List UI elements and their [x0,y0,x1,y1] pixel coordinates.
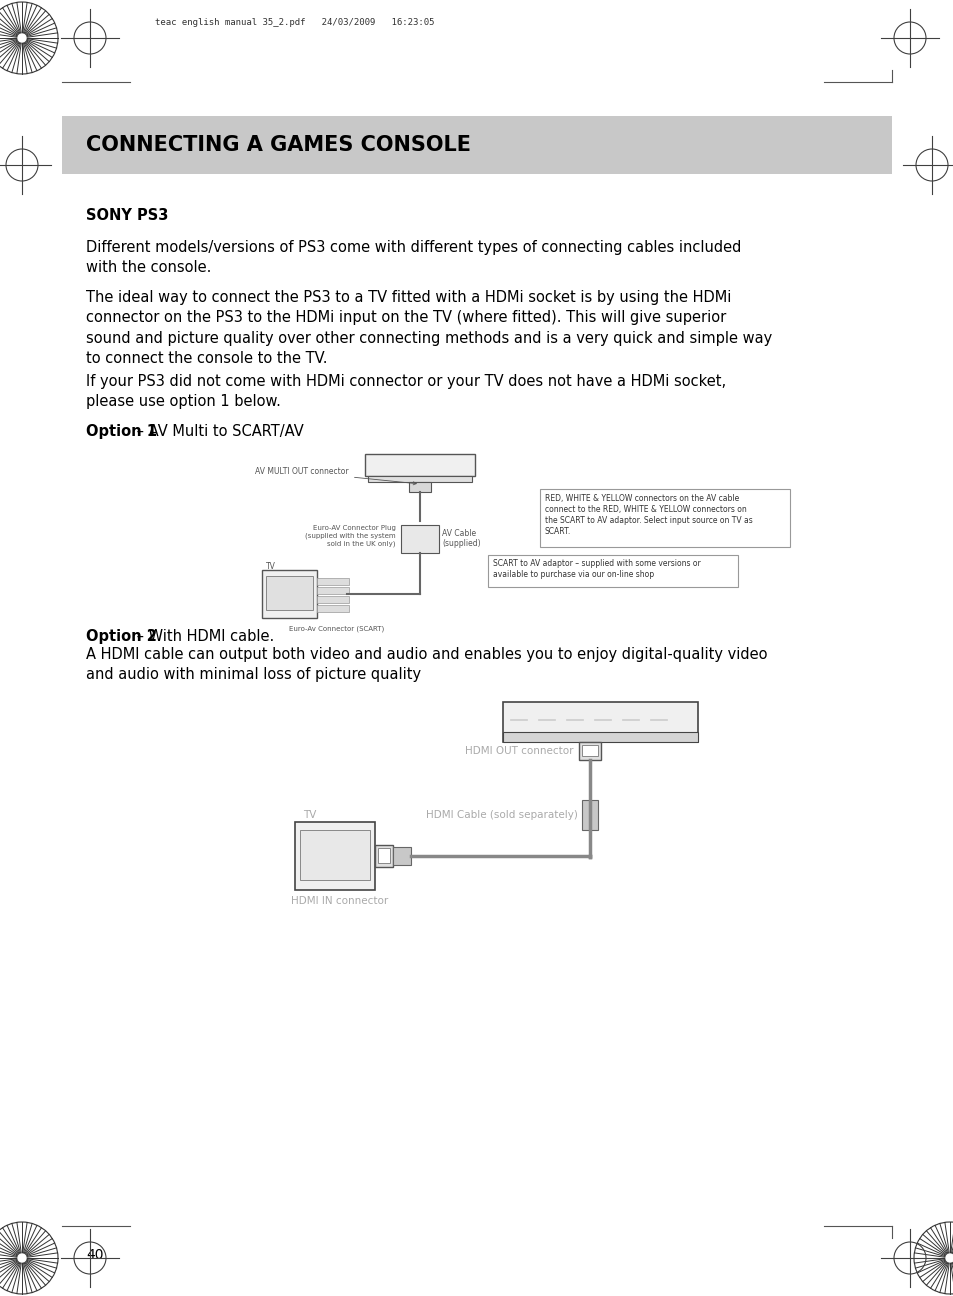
Bar [316,587,349,594]
Text: CONNECTING A GAMES CONSOLE: CONNECTING A GAMES CONSOLE [86,135,471,156]
Bar [316,578,349,584]
Bar [409,482,431,492]
Text: SCART to AV adaptor – supplied with some versions or
available to purchase via o: SCART to AV adaptor – supplied with some… [493,559,700,579]
Text: – With HDMI cable.: – With HDMI cable. [132,629,274,644]
Bar [502,702,698,743]
Bar [393,848,411,864]
Text: Euro-AV Connector Plug
(supplied with the system
sold in the UK only): Euro-AV Connector Plug (supplied with th… [305,525,395,547]
Bar [400,525,438,553]
Text: A HDMI cable can output both video and audio and enables you to enjoy digital-qu: A HDMI cable can output both video and a… [86,647,767,683]
Text: AV MULTI OUT connector: AV MULTI OUT connector [255,468,416,485]
Bar [316,596,349,603]
Bar [375,845,393,867]
Text: Euro-Av Connector (SCART): Euro-Av Connector (SCART) [289,626,384,632]
Bar [488,555,738,587]
Bar [365,454,475,476]
Bar [377,848,390,863]
Text: HDMI Cable (sold separately): HDMI Cable (sold separately) [426,810,578,820]
Circle shape [18,1255,26,1262]
Bar [294,822,375,890]
Bar [316,605,349,612]
Text: TV: TV [266,562,275,572]
Text: The ideal way to connect the PS3 to a TV fitted with a HDMi socket is by using t: The ideal way to connect the PS3 to a TV… [86,290,771,367]
Bar [299,829,370,880]
Bar [539,489,789,547]
Text: teac english manual 35_2.pdf   24/03/2009   16:23:05: teac english manual 35_2.pdf 24/03/2009 … [154,18,434,27]
Text: Option 2: Option 2 [86,629,156,644]
Text: Different models/versions of PS3 come with different types of connecting cables : Different models/versions of PS3 come wi… [86,240,740,276]
Text: SONY PS3: SONY PS3 [86,207,168,223]
Text: – AV Multi to SCART/AV: – AV Multi to SCART/AV [132,424,303,439]
Bar [266,575,313,610]
Text: RED, WHITE & YELLOW connectors on the AV cable
connect to the RED, WHITE & YELLO: RED, WHITE & YELLOW connectors on the AV… [544,494,752,537]
Text: If your PS3 did not come with HDMi connector or your TV does not have a HDMi soc: If your PS3 did not come with HDMi conne… [86,375,725,410]
Bar [62,117,891,174]
Bar [581,800,598,829]
Bar [581,745,598,756]
Bar [368,476,472,482]
Bar [502,732,698,743]
Text: AV Cable
(supplied): AV Cable (supplied) [441,529,480,548]
Text: 40: 40 [86,1248,103,1262]
Text: TV: TV [303,810,316,820]
Circle shape [945,1255,953,1262]
Bar [578,743,600,759]
Bar [262,570,316,618]
Text: Option 1: Option 1 [86,424,157,439]
Circle shape [18,34,26,41]
Text: HDMI OUT connector: HDMI OUT connector [465,746,574,756]
Text: HDMI IN connector: HDMI IN connector [291,896,388,906]
